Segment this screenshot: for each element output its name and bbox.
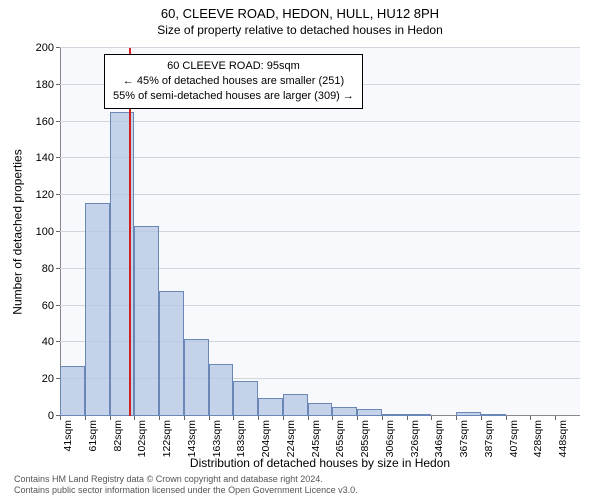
histogram-bar [308, 403, 333, 416]
y-tick-label: 60 [30, 300, 60, 312]
x-tick-label: 265sqm [334, 416, 346, 457]
x-tick-label: 306sqm [384, 416, 396, 457]
x-tick-label: 163sqm [211, 416, 223, 457]
x-tick-label: 61sqm [87, 416, 99, 452]
x-tick-label: 245sqm [310, 416, 322, 457]
histogram-bar [159, 291, 184, 416]
x-tick-mark [85, 416, 86, 420]
y-tick-label: 120 [30, 189, 60, 201]
y-tick-label: 100 [30, 226, 60, 238]
x-tick-label: 367sqm [458, 416, 470, 457]
info-line-2: ← 45% of detached houses are smaller (25… [113, 74, 354, 89]
x-tick-mark [357, 416, 358, 420]
x-tick-mark [60, 416, 61, 420]
gridline [60, 194, 580, 195]
x-tick-label: 143sqm [186, 416, 198, 457]
y-tick-label: 200 [30, 42, 60, 54]
x-tick-mark [159, 416, 160, 420]
y-tick-label: 180 [30, 79, 60, 91]
y-axis-label: Number of detached properties [11, 149, 25, 314]
x-tick-label: 204sqm [260, 416, 272, 457]
y-tick-label: 160 [30, 116, 60, 128]
x-tick-mark [382, 416, 383, 420]
y-tick-label: 140 [30, 152, 60, 164]
x-tick-mark [258, 416, 259, 420]
y-tick-label: 40 [30, 336, 60, 348]
title-sub: Size of property relative to detached ho… [0, 21, 600, 37]
x-tick-label: 41sqm [62, 416, 74, 452]
gridline [60, 121, 580, 122]
x-axis-label: Distribution of detached houses by size … [60, 456, 580, 470]
x-tick-label: 285sqm [359, 416, 371, 457]
histogram-bar [209, 364, 234, 416]
x-tick-label: 448sqm [557, 416, 569, 457]
plot-area: 02040608010012014016018020041sqm61sqm82s… [60, 48, 580, 416]
histogram-bar [258, 398, 283, 416]
x-tick-mark [481, 416, 482, 420]
x-tick-mark [283, 416, 284, 420]
histogram-bar [134, 226, 159, 416]
histogram-bar [60, 366, 85, 416]
x-tick-mark [506, 416, 507, 420]
gridline [60, 157, 580, 158]
x-tick-label: 428sqm [532, 416, 544, 457]
histogram-bar [184, 339, 209, 416]
histogram-bar [283, 394, 308, 416]
histogram-bar [357, 409, 382, 416]
footer-line-2: Contains public sector information licen… [14, 485, 358, 496]
y-axis-label-container: Number of detached properties [10, 48, 26, 416]
x-tick-mark [184, 416, 185, 420]
title-main: 60, CLEEVE ROAD, HEDON, HULL, HU12 8PH [0, 0, 600, 21]
x-tick-mark [308, 416, 309, 420]
histogram-bar [85, 203, 110, 416]
y-tick-label: 20 [30, 373, 60, 385]
footer: Contains HM Land Registry data © Crown c… [14, 474, 358, 497]
histogram-bar [332, 407, 357, 416]
info-box: 60 CLEEVE ROAD: 95sqm ← 45% of detached … [104, 54, 363, 109]
x-tick-label: 82sqm [112, 416, 124, 452]
x-tick-label: 102sqm [136, 416, 148, 457]
y-tick-label: 80 [30, 263, 60, 275]
x-tick-label: 407sqm [508, 416, 520, 457]
x-tick-mark [110, 416, 111, 420]
info-line-1: 60 CLEEVE ROAD: 95sqm [113, 59, 354, 74]
x-tick-label: 346sqm [433, 416, 445, 457]
x-tick-label: 326sqm [409, 416, 421, 457]
x-tick-mark [407, 416, 408, 420]
histogram-bar [233, 381, 258, 416]
x-tick-label: 224sqm [285, 416, 297, 457]
y-tick-label: 0 [30, 410, 60, 422]
gridline [60, 47, 580, 48]
x-tick-label: 122sqm [161, 416, 173, 457]
footer-line-1: Contains HM Land Registry data © Crown c… [14, 474, 358, 485]
x-tick-mark [209, 416, 210, 420]
x-tick-label: 183sqm [235, 416, 247, 457]
x-tick-label: 387sqm [483, 416, 495, 457]
info-line-3: 55% of semi-detached houses are larger (… [113, 89, 354, 104]
